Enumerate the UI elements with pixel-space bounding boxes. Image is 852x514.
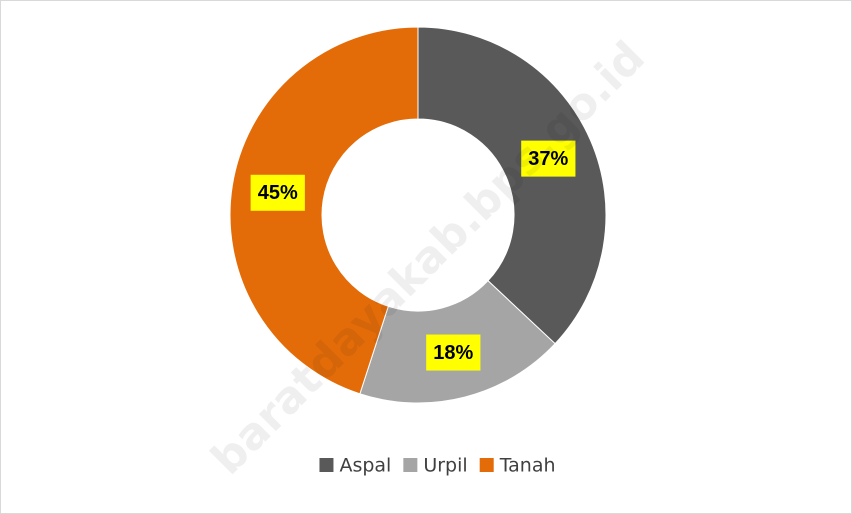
data-labels: 37% 18% 45%	[250, 140, 576, 371]
data-label-box	[250, 174, 305, 211]
slices	[229, 26, 607, 404]
data-label: 18%	[433, 342, 473, 364]
legend-label: Urpil	[423, 455, 467, 477]
legend: Aspal Urpil Tanah	[319, 455, 556, 477]
legend-swatch	[319, 458, 334, 472]
legend-label: Aspal	[339, 455, 391, 477]
data-label: 37%	[528, 148, 568, 170]
legend-label: Tanah	[499, 455, 556, 477]
data-label-box	[521, 140, 576, 177]
legend-swatch	[479, 458, 494, 472]
slice	[229, 26, 419, 395]
data-label: 45%	[258, 182, 298, 204]
slice	[417, 26, 607, 345]
data-label-box	[426, 334, 481, 371]
legend-swatch	[403, 458, 418, 472]
